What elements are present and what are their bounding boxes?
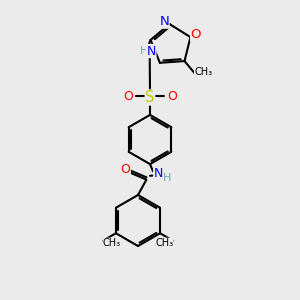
Text: CH₃: CH₃ (155, 238, 173, 248)
Text: N: N (154, 167, 163, 180)
Text: O: O (167, 89, 177, 103)
Text: O: O (123, 89, 133, 103)
Text: O: O (190, 28, 201, 41)
Text: CH₃: CH₃ (103, 238, 121, 248)
Text: O: O (121, 163, 130, 176)
Text: S: S (145, 90, 155, 105)
Text: N: N (159, 15, 169, 28)
Text: H: H (140, 46, 148, 56)
Text: CH₃: CH₃ (194, 67, 213, 77)
Text: H: H (163, 173, 172, 183)
Text: N: N (146, 44, 156, 58)
